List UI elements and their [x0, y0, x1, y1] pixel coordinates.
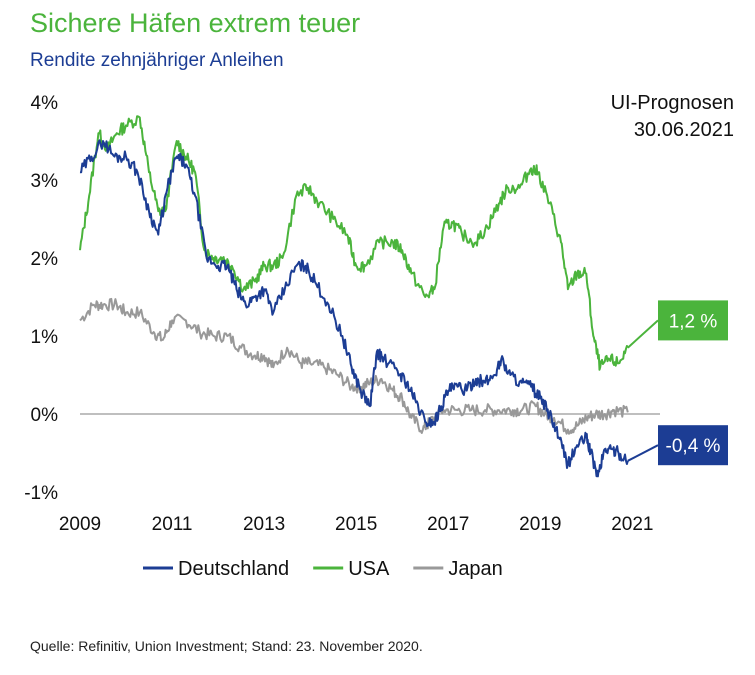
x-tick-label: 2017 — [427, 514, 469, 535]
y-tick-label: 0% — [31, 405, 59, 426]
chart-title: Sichere Häfen extrem teuer — [30, 8, 361, 38]
y-tick-label: 3% — [31, 171, 59, 192]
forecast-annotation: UI-Prognosen 30.06.2021 — [611, 90, 734, 144]
legend-label: Japan — [448, 558, 503, 580]
y-tick-label: 2% — [31, 249, 59, 270]
forecast-connector-deutschland — [627, 444, 659, 462]
series-line-japan — [79, 297, 629, 435]
forecast-badge-usa — [658, 300, 728, 341]
series-line-usa — [79, 115, 629, 371]
y-tick-label: 4% — [31, 93, 59, 114]
y-tick-label: 1% — [31, 327, 59, 348]
forecast-annotation-line1: UI-Prognosen — [610, 92, 734, 114]
x-tick-label: 2015 — [335, 514, 377, 535]
y-tick-label: -1% — [24, 483, 58, 504]
x-tick-label: 2013 — [243, 514, 285, 535]
x-tick-label: 2011 — [152, 514, 193, 535]
series-line-deutschland — [79, 139, 629, 478]
forecast-badge-label: 1,2 % — [669, 311, 718, 332]
x-tick-label: 2021 — [611, 514, 653, 535]
x-tick-label: 2019 — [519, 514, 561, 535]
source-note: Quelle: Refinitiv, Union Investment; Sta… — [30, 638, 423, 654]
legend-label: USA — [348, 558, 390, 580]
forecast-connector-usa — [627, 319, 659, 349]
forecast-badge-deutschland — [658, 425, 728, 466]
forecast-badge-label: -0,4 % — [666, 436, 721, 457]
x-tick-label: 2009 — [59, 514, 101, 535]
legend-label: Deutschland — [178, 558, 289, 580]
chart-subtitle: Rendite zehnjähriger Anleihen — [30, 50, 284, 71]
forecast-annotation-line2: 30.06.2021 — [633, 119, 734, 141]
